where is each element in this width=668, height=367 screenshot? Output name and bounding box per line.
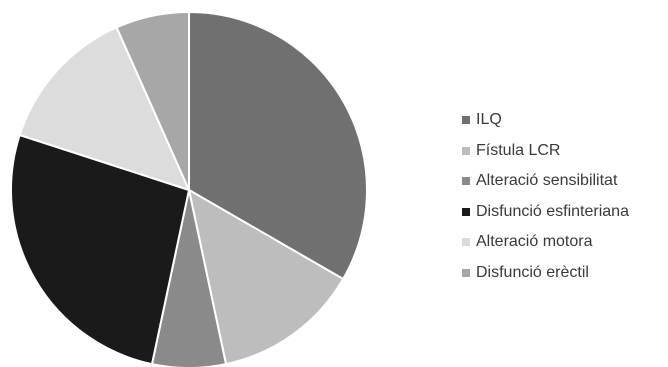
legend-item: Disfunció esfinteriana <box>462 197 629 228</box>
legend-swatch <box>462 207 470 216</box>
legend-swatch <box>462 268 470 277</box>
legend-item: Alteració sensibilitat <box>462 166 629 197</box>
legend-label: Fístula LCR <box>476 141 561 159</box>
legend-item: ILQ <box>462 105 629 136</box>
pie-slice-3 <box>9 133 190 366</box>
legend-label: Alteració motora <box>476 233 593 251</box>
legend-swatch <box>462 116 470 125</box>
legend-item: Alteració motora <box>462 227 629 258</box>
legend-swatch <box>462 238 470 247</box>
legend-item: Fístula LCR <box>462 136 629 167</box>
pie-slice-0 <box>188 11 368 280</box>
legend-label: ILQ <box>476 111 502 129</box>
legend-label: Disfunció erèctil <box>476 263 589 281</box>
pie-slices <box>9 11 368 367</box>
legend-swatch <box>462 146 470 155</box>
legend-label: Alteració sensibilitat <box>476 172 618 190</box>
chart-legend: ILQ Fístula LCR Alteració sensibilitat Disf… <box>462 105 629 288</box>
legend-swatch <box>462 177 470 186</box>
legend-label: Disfunció esfinteriana <box>476 202 629 220</box>
pie-slice-4 <box>18 26 190 191</box>
legend-item: Disfunció erèctil <box>462 258 629 289</box>
pie-slice-1 <box>188 189 345 366</box>
pie-slice-5 <box>115 11 190 191</box>
